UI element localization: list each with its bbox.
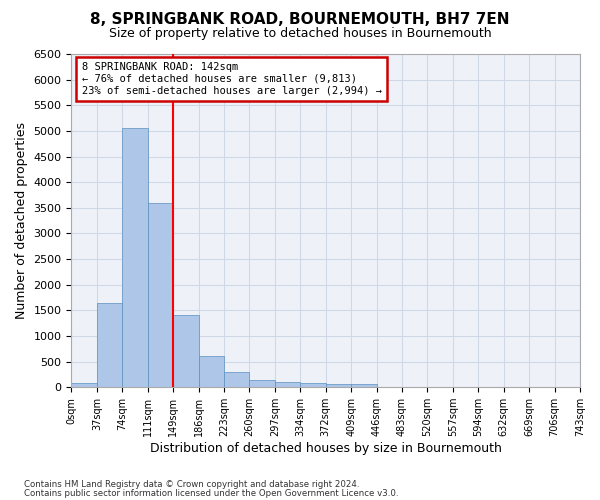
X-axis label: Distribution of detached houses by size in Bournemouth: Distribution of detached houses by size … [150, 442, 502, 455]
Bar [250, 380, 275, 387]
Y-axis label: Number of detached properties: Number of detached properties [15, 122, 28, 319]
Text: Size of property relative to detached houses in Bournemouth: Size of property relative to detached ho… [109, 28, 491, 40]
Bar [173, 316, 199, 387]
Bar [122, 128, 148, 387]
Bar [148, 203, 173, 387]
Text: 8, SPRINGBANK ROAD, BOURNEMOUTH, BH7 7EN: 8, SPRINGBANK ROAD, BOURNEMOUTH, BH7 7EN [90, 12, 510, 28]
Bar [71, 384, 97, 387]
Bar [351, 384, 377, 387]
Text: Contains public sector information licensed under the Open Government Licence v3: Contains public sector information licen… [24, 488, 398, 498]
Bar [275, 382, 300, 387]
Bar [97, 303, 122, 387]
Bar [326, 384, 351, 387]
Text: Contains HM Land Registry data © Crown copyright and database right 2024.: Contains HM Land Registry data © Crown c… [24, 480, 359, 489]
Text: 8 SPRINGBANK ROAD: 142sqm
← 76% of detached houses are smaller (9,813)
23% of se: 8 SPRINGBANK ROAD: 142sqm ← 76% of detac… [82, 62, 382, 96]
Bar [199, 356, 224, 387]
Bar [224, 372, 250, 387]
Bar [300, 384, 326, 387]
